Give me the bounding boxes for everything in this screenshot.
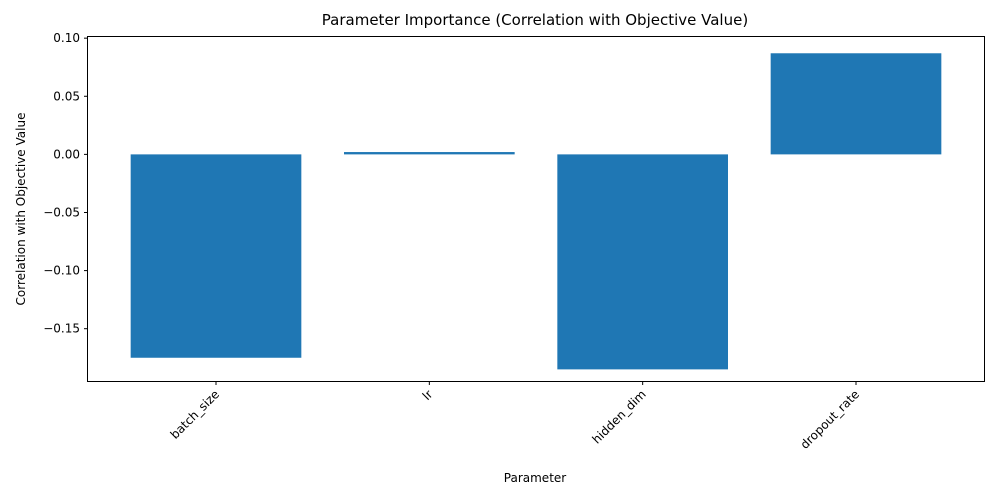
x-axis: batch_size lr hidden_dim dropout_rate — [168, 381, 863, 452]
y-tick-label: −0.15 — [43, 322, 80, 336]
y-tick-label: −0.05 — [43, 205, 80, 219]
bar-dropout_rate — [770, 53, 942, 155]
plot-frame — [87, 36, 985, 382]
y-tick-label: 0.10 — [53, 31, 80, 45]
y-axis-label: Correlation with Objective Value — [14, 113, 28, 306]
bar-batch_size — [130, 154, 302, 358]
bars-group — [130, 53, 942, 370]
chart-title: Parameter Importance (Correlation with O… — [322, 11, 748, 29]
bar-lr — [344, 152, 515, 155]
y-tick-label: −0.10 — [43, 264, 80, 278]
y-tick-label: 0.05 — [53, 89, 80, 103]
bar-hidden_dim — [557, 154, 728, 370]
y-axis: 0.10 0.05 0.00 −0.05 −0.10 −0.15 — [43, 31, 88, 336]
x-tick-label: lr — [420, 387, 436, 403]
x-tick-label: batch_size — [168, 387, 223, 442]
x-tick-label: hidden_dim — [590, 387, 649, 446]
x-tick-label: dropout_rate — [798, 387, 863, 452]
x-axis-label: Parameter — [504, 471, 566, 485]
y-tick-label: 0.00 — [53, 147, 80, 161]
